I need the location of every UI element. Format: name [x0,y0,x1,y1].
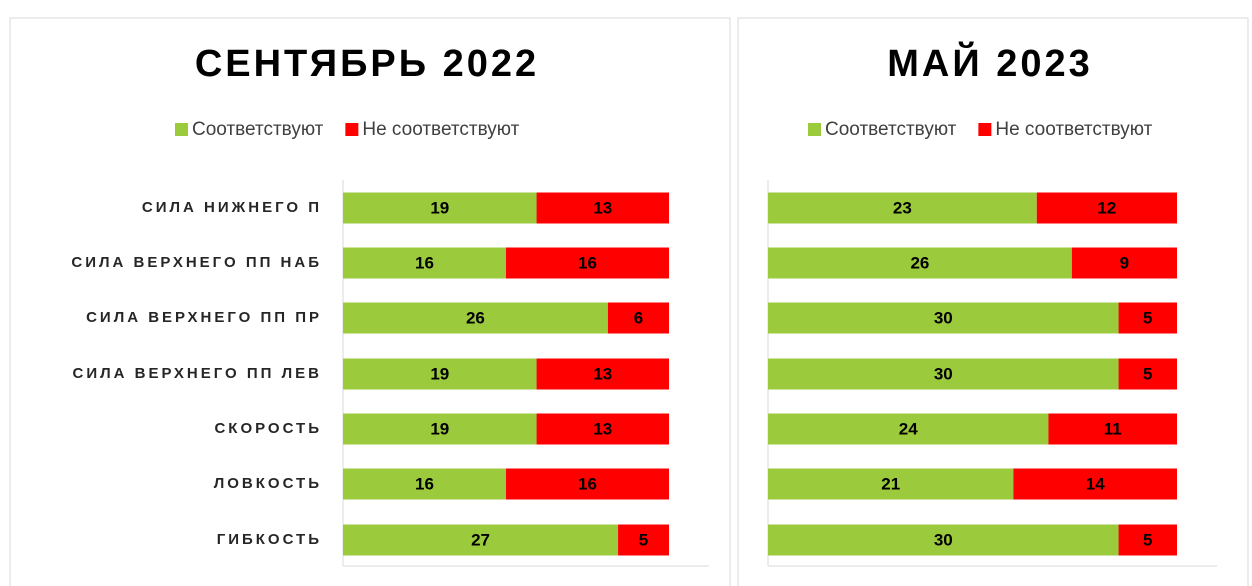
bar-segment [607,302,669,334]
value-label: 5 [1143,308,1152,327]
bar-segment [768,247,1072,279]
bar-segment [343,192,537,224]
bar-segment [1071,247,1177,279]
category-label: ЛОВКОСТЬ [214,475,322,492]
bar-segment [343,247,506,279]
bar-segment [506,468,669,500]
value-label: 5 [639,530,648,549]
legend-label: Соответствуют [192,119,324,140]
bar-segment [506,247,669,279]
value-label: 24 [899,419,918,438]
bar-segment [768,468,1014,500]
bar-segment [1118,358,1177,390]
value-label: 19 [430,419,449,438]
chart-title: МАЙ 2023 [887,40,1093,85]
bar-segment [343,413,537,445]
category-label: СИЛА ВЕРХНЕГО ПП ЛЕВ [73,365,323,382]
legend-label: Не соответствуют [995,119,1152,140]
value-label: 26 [910,253,929,272]
value-label: 11 [1104,419,1122,438]
bar-segment [768,358,1119,390]
legend-swatch [345,123,359,136]
value-label: 16 [578,474,597,493]
value-label: 6 [634,308,643,327]
value-label: 26 [466,308,485,327]
value-label: 19 [430,364,449,383]
category-label: ГИБКОСТЬ [217,531,322,548]
bar-segment [343,358,537,390]
bar-segment [768,524,1119,556]
panel [737,17,1249,586]
value-label: 30 [934,364,953,383]
value-label: 16 [578,253,597,272]
bar-segment [1048,413,1177,445]
value-label: 13 [593,364,612,383]
value-label: 21 [881,474,900,493]
category-label: СИЛА ВЕРХНЕГО ПП НАБ [71,254,322,271]
bar-segment [1118,302,1177,334]
value-label: 13 [593,198,612,217]
bar-segment [1013,468,1177,500]
legend-swatch [978,123,992,136]
bar-segment [536,192,669,224]
bar-segment [536,358,669,390]
legend-label: Соответствуют [825,119,957,140]
value-label: 9 [1120,253,1129,272]
bar-segment [343,524,619,556]
value-label: 30 [934,308,953,327]
value-label: 27 [471,530,490,549]
value-label: 5 [1143,364,1152,383]
panel [9,17,731,586]
value-label: 16 [415,474,434,493]
legend-swatch [175,123,188,136]
value-label: 16 [415,253,434,272]
bar-segment [536,413,669,445]
value-label: 30 [934,530,953,549]
value-label: 14 [1086,474,1105,493]
bar-segment [618,524,669,556]
chart-title: СЕНТЯБРЬ 2022 [195,43,539,85]
bar-segment [343,468,506,500]
legend-swatch [808,123,821,136]
category-label: СИЛА НИЖНЕГО П [142,199,322,216]
bar-segment [768,192,1037,224]
category-label: СИЛА ВЕРХНЕГО ПП ПР [86,309,322,326]
bar-segment [1118,524,1177,556]
value-label: 23 [893,198,912,217]
bar-segment [343,302,608,334]
value-label: 5 [1143,530,1152,549]
legend-label: Не соответствуют [362,119,519,140]
value-label: 12 [1097,198,1116,217]
bar-segment [1036,192,1177,224]
category-label: СКОРОСТЬ [214,420,322,437]
value-label: 13 [593,419,612,438]
value-label: 19 [430,198,449,217]
bar-segment [768,302,1119,334]
bar-segment [768,413,1049,445]
